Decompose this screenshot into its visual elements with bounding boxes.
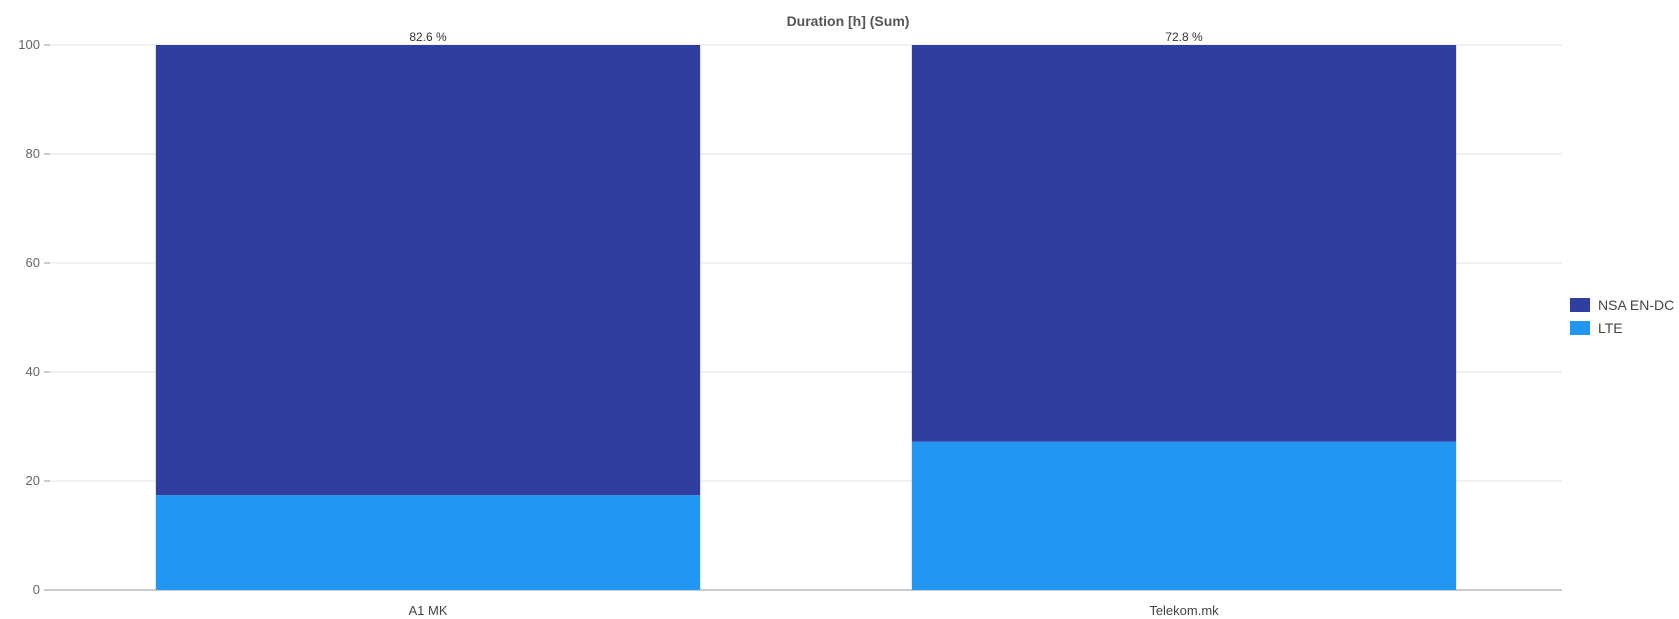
legend: NSA EN-DC LTE (1570, 297, 1674, 336)
bar-segment (155, 495, 701, 590)
data-label: 82.6 % (409, 30, 447, 44)
legend-label: LTE (1598, 320, 1623, 336)
legend-label: NSA EN-DC (1598, 297, 1674, 313)
y-tick-label: 40 (26, 364, 40, 379)
data-label: 72.8 % (1165, 30, 1203, 44)
y-tick-label: 20 (26, 473, 40, 488)
chart-title: Duration [h] (Sum) (787, 13, 910, 29)
x-category-label: A1 MK (408, 603, 447, 618)
bar-segment (911, 45, 1457, 442)
y-tick-label: 100 (18, 37, 40, 52)
legend-swatch (1570, 298, 1590, 312)
bar-segment (911, 441, 1457, 590)
y-tick-label: 60 (26, 255, 40, 270)
x-category-label: Telekom.mk (1149, 603, 1219, 618)
y-tick-label: 0 (33, 582, 40, 597)
bar-segment (155, 45, 701, 496)
y-tick-label: 80 (26, 146, 40, 161)
y-axis: 0 20 40 60 80 100 (18, 37, 50, 597)
bars: 17.4 %82.6 %27.2 %72.8 % (155, 30, 1457, 590)
legend-swatch (1570, 321, 1590, 335)
x-axis: A1 MK Telekom.mk (408, 603, 1219, 618)
